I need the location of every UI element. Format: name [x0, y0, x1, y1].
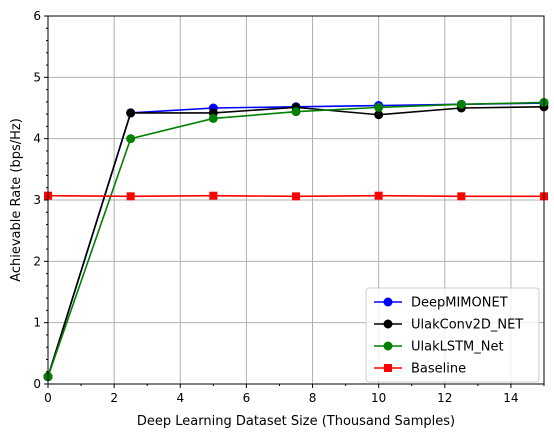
legend-label: Baseline — [411, 362, 466, 377]
legend: DeepMIMONET UlakConv2D_NET UlakLSTM_Net Bas… — [365, 287, 540, 383]
legend-item: UlakConv2D_NET — [374, 318, 523, 333]
legend-item: DeepMIMONET — [374, 296, 508, 311]
x-tick-label: 6 — [243, 391, 251, 405]
legend-label: UlakConv2D_NET — [411, 318, 523, 333]
x-tick-label: 10 — [371, 391, 386, 405]
legend-label: UlakLSTM_Net — [411, 340, 504, 355]
y-axis-label: Achievable Rate (bps/Hz) — [9, 118, 24, 282]
x-tick-label: 8 — [309, 391, 317, 405]
data-point — [456, 99, 466, 109]
data-point — [374, 191, 383, 200]
data-point — [209, 191, 218, 200]
y-tick-label: 1 — [33, 316, 41, 330]
legend-box — [365, 287, 540, 383]
legend-item: UlakLSTM_Net — [374, 340, 504, 355]
x-tick-label: 12 — [437, 391, 452, 405]
x-tick-label: 4 — [176, 391, 184, 405]
y-tick-label: 5 — [33, 70, 41, 84]
data-point — [126, 134, 136, 144]
data-point — [374, 110, 384, 120]
y-tick-label: 6 — [33, 9, 41, 23]
legend-marker — [383, 341, 393, 351]
y-tick-label: 2 — [33, 254, 41, 268]
data-point — [126, 192, 135, 201]
data-point — [126, 108, 136, 118]
x-tick-label: 2 — [110, 391, 118, 405]
y-tick-label: 4 — [33, 132, 41, 146]
x-tick-label: 14 — [503, 391, 518, 405]
legend-item: Baseline — [374, 362, 466, 377]
y-tick-label: 3 — [33, 193, 41, 207]
x-axis-ticks: 0 2 4 6 8 10 12 14 — [44, 384, 519, 405]
data-point — [292, 192, 300, 201]
y-axis-ticks: 0 1 2 3 4 5 6 — [33, 9, 48, 391]
data-point — [457, 192, 466, 201]
x-tick-label: 0 — [44, 391, 52, 405]
data-point — [374, 102, 384, 112]
data-point — [208, 113, 218, 123]
x-axis-label: Deep Learning Dataset Size (Thousand Sam… — [137, 414, 455, 429]
legend-label: DeepMIMONET — [411, 296, 508, 311]
data-point — [291, 107, 301, 117]
legend-marker — [383, 319, 393, 329]
legend-marker — [384, 364, 392, 372]
legend-marker — [383, 297, 393, 307]
y-tick-label: 0 — [33, 377, 41, 391]
series-baseline — [44, 191, 548, 201]
